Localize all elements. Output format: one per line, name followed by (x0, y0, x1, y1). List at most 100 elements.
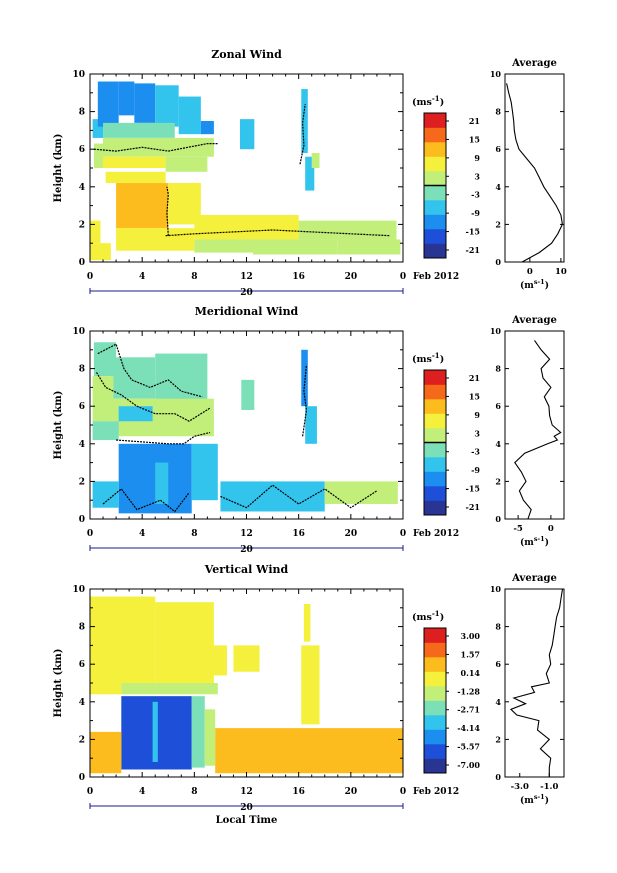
average-y-tick-label: 8 (495, 364, 501, 374)
panel-title: Vertical Wind (204, 563, 289, 576)
heatmap-cell (90, 683, 122, 695)
colorbar-segment (424, 715, 446, 730)
unit-main: (ms (412, 97, 432, 108)
x-tick-label: 20 (345, 787, 358, 797)
heatmap-cell (239, 119, 255, 150)
heatmap-cell (113, 357, 156, 399)
average-y-tick-label: 2 (495, 734, 501, 744)
x-tick-label: 16 (292, 529, 305, 539)
heatmap-cell (165, 156, 208, 172)
colorbar-tick-label: -1.28 (457, 686, 480, 696)
average-y-tick-label: 2 (495, 219, 501, 229)
heatmap-cell (155, 353, 208, 403)
colorbar-tick-label: 15 (469, 134, 480, 144)
average-x-tick-label: -5 (513, 524, 523, 534)
heatmap-cell (93, 143, 106, 168)
date-month-label: Feb 2012 (413, 787, 459, 797)
colorbar-segment (424, 243, 446, 259)
x-tick-label: 4 (139, 529, 145, 539)
average-y-tick-label: 0 (495, 257, 501, 267)
colorbar-tick-label: 1.57 (461, 649, 480, 659)
y-axis-label: Height (km) (53, 649, 64, 718)
zero-contour (220, 484, 378, 509)
unit-main: (ms (412, 612, 432, 623)
colorbar-segment (424, 142, 446, 157)
unit-main: (ms (412, 354, 432, 365)
x-tick-label: 12 (240, 529, 253, 539)
y-tick-label: 10 (72, 70, 85, 80)
y-tick-label: 0 (79, 515, 85, 525)
date-bar-ends (89, 545, 404, 551)
heatmap-cell (337, 239, 401, 255)
y-tick-label: 6 (79, 402, 85, 412)
avg-unit-sup: s-1 (534, 278, 545, 286)
heatmap-cell (298, 220, 397, 240)
zero-contour (165, 229, 391, 237)
x-tick-label: 0 (400, 787, 406, 797)
colorbar-segment (424, 428, 446, 443)
avg-unit-close: ) (545, 537, 549, 548)
colorbar-unit-label: (ms-1) (412, 351, 444, 365)
colorbar-segment (424, 399, 446, 414)
colorbar-segment (424, 471, 446, 487)
heatmap-cell (253, 239, 338, 255)
date-bar-ends (89, 288, 404, 294)
average-y-tick-label: 8 (495, 107, 501, 117)
heatmap-cell (121, 683, 218, 695)
heatmap-cell (215, 728, 403, 774)
colorbar-unit-label: (ms-1) (412, 94, 444, 108)
average-profile-line (509, 588, 564, 777)
colorbar-segment (424, 486, 446, 501)
panel-2: Meridional Wind 0 2 4 6 8 10 Height (km) 0 4 8 12 16… (53, 305, 565, 555)
x-tick-label: 16 (292, 787, 305, 797)
heatmap-cell (105, 171, 166, 184)
heatmap-cell (118, 81, 135, 116)
average-y-tick-label: 0 (495, 772, 501, 782)
colorbar-tick-label: -15 (466, 227, 480, 237)
average-y-tick-label: 10 (490, 326, 502, 336)
zero-contour (97, 343, 203, 398)
heatmap-cell (116, 228, 195, 251)
heatmap-cell (200, 121, 214, 135)
y-tick-label: 8 (79, 365, 85, 375)
colorbar-segment (424, 127, 446, 143)
colorbar-segment (424, 370, 446, 385)
x-axis-label: Local Time (216, 815, 278, 826)
avg-unit-close: ) (545, 280, 549, 291)
colorbar-segment (424, 686, 446, 701)
colorbar-segment (424, 657, 446, 672)
avg-unit-close: ) (545, 795, 549, 806)
average-x-tick-label: -1.0 (540, 782, 558, 792)
colorbar-tick-label: 21 (469, 373, 480, 383)
y-tick-label: 0 (79, 773, 85, 783)
colorbar-segment (424, 214, 446, 230)
x-tick-label: 12 (240, 272, 253, 282)
colorbar-tick-label: 15 (469, 391, 480, 401)
colorbar-segment (424, 758, 446, 774)
unit-close: ) (440, 612, 445, 623)
heatmap-cell (305, 406, 317, 444)
average-unit-label: (ms-1) (520, 278, 549, 291)
colorbar-segment (424, 171, 446, 186)
zero-contour (93, 143, 218, 152)
colorbar-segment (424, 113, 446, 128)
heatmap-cell (155, 462, 169, 504)
x-tick-label: 8 (191, 787, 197, 797)
y-tick-label: 0 (79, 258, 85, 268)
heatmap-field (90, 596, 403, 774)
y-tick-label: 4 (79, 698, 85, 708)
heatmap-cell (92, 481, 119, 508)
y-axis-label: Height (km) (53, 134, 64, 203)
heatmap-cell (92, 119, 104, 138)
heatmap-cell (90, 220, 101, 244)
unit-sup: -1 (432, 351, 440, 360)
colorbar-tick-label: -21 (466, 502, 480, 512)
y-tick-label: 8 (79, 108, 85, 118)
average-y-tick-label: 4 (495, 697, 501, 707)
heatmap-cell (155, 602, 214, 683)
x-tick-label: 16 (292, 272, 305, 282)
heatmap-cell (90, 243, 111, 261)
zero-contour (116, 431, 211, 445)
date-day-label: 20 (240, 288, 253, 298)
